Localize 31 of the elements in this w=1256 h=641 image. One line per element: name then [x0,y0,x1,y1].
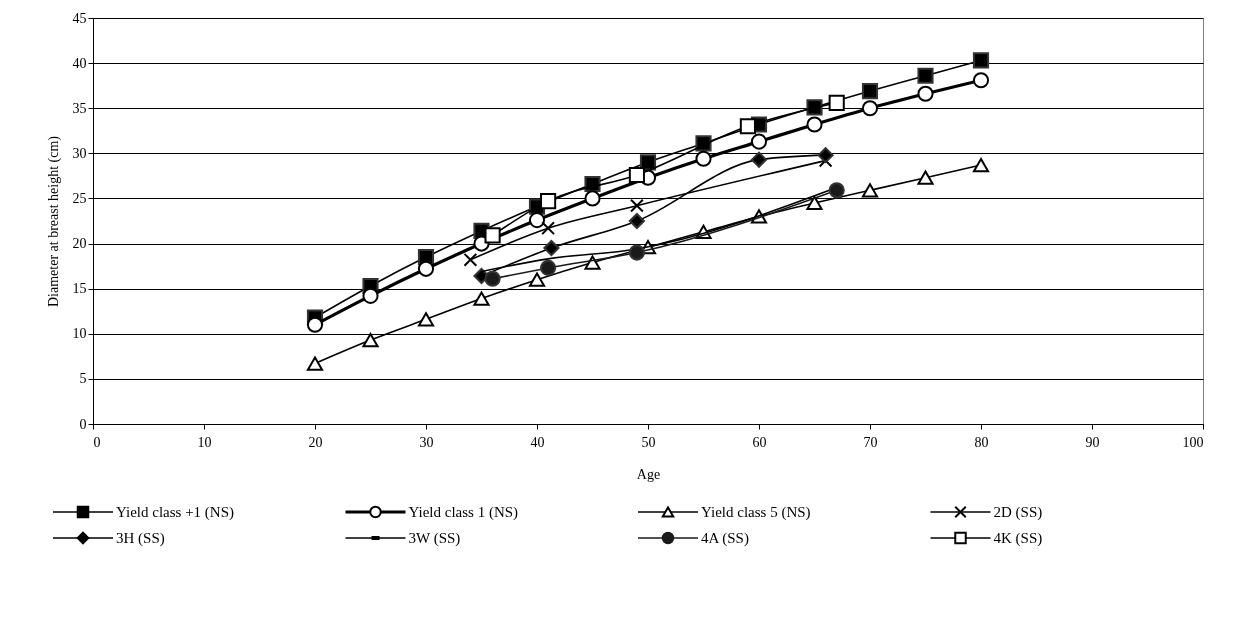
x-tick-label: 10 [197,434,212,450]
y-tick-label: 20 [72,236,87,252]
x-tick-label: 50 [641,434,656,450]
y-tick-label: 5 [79,371,87,387]
x-tick-label: 30 [419,434,434,450]
legend-label: Yield class 5 (NS) [701,504,811,521]
x-tick-label: 90 [1085,434,1100,450]
legend-label: 2D (SS) [993,504,1043,521]
y-tick-label: 10 [72,326,87,342]
y-tick-label: 40 [72,55,87,71]
y-tick-label: 0 [79,416,87,432]
y-tick-label: 45 [72,10,87,26]
y-tick-label: 25 [72,190,87,206]
x-tick-label: 0 [93,434,101,450]
x-tick-label: 20 [308,434,323,450]
y-tick-label: 15 [72,281,87,297]
legend-label: 3W (SS) [408,530,461,547]
x-axis-title: Age [636,466,661,482]
y-tick-label: 30 [72,145,87,161]
legend-label: Yield class +1 (NS) [116,504,235,521]
legend-label: Yield class 1 (NS) [408,504,519,521]
x-tick-label: 70 [863,434,878,450]
legend-label: 3H (SS) [116,530,165,547]
legend-label: 4K (SS) [993,530,1043,547]
y-tick-label: 35 [72,100,87,116]
legend-label: 4A (SS) [701,530,749,547]
x-tick-label: 60 [752,434,767,450]
x-tick-label: 80 [974,434,989,450]
x-tick-label: 40 [530,434,545,450]
y-axis-title: Diameter at breast height (cm) [45,135,62,308]
x-tick-label: 100 [1182,434,1204,450]
